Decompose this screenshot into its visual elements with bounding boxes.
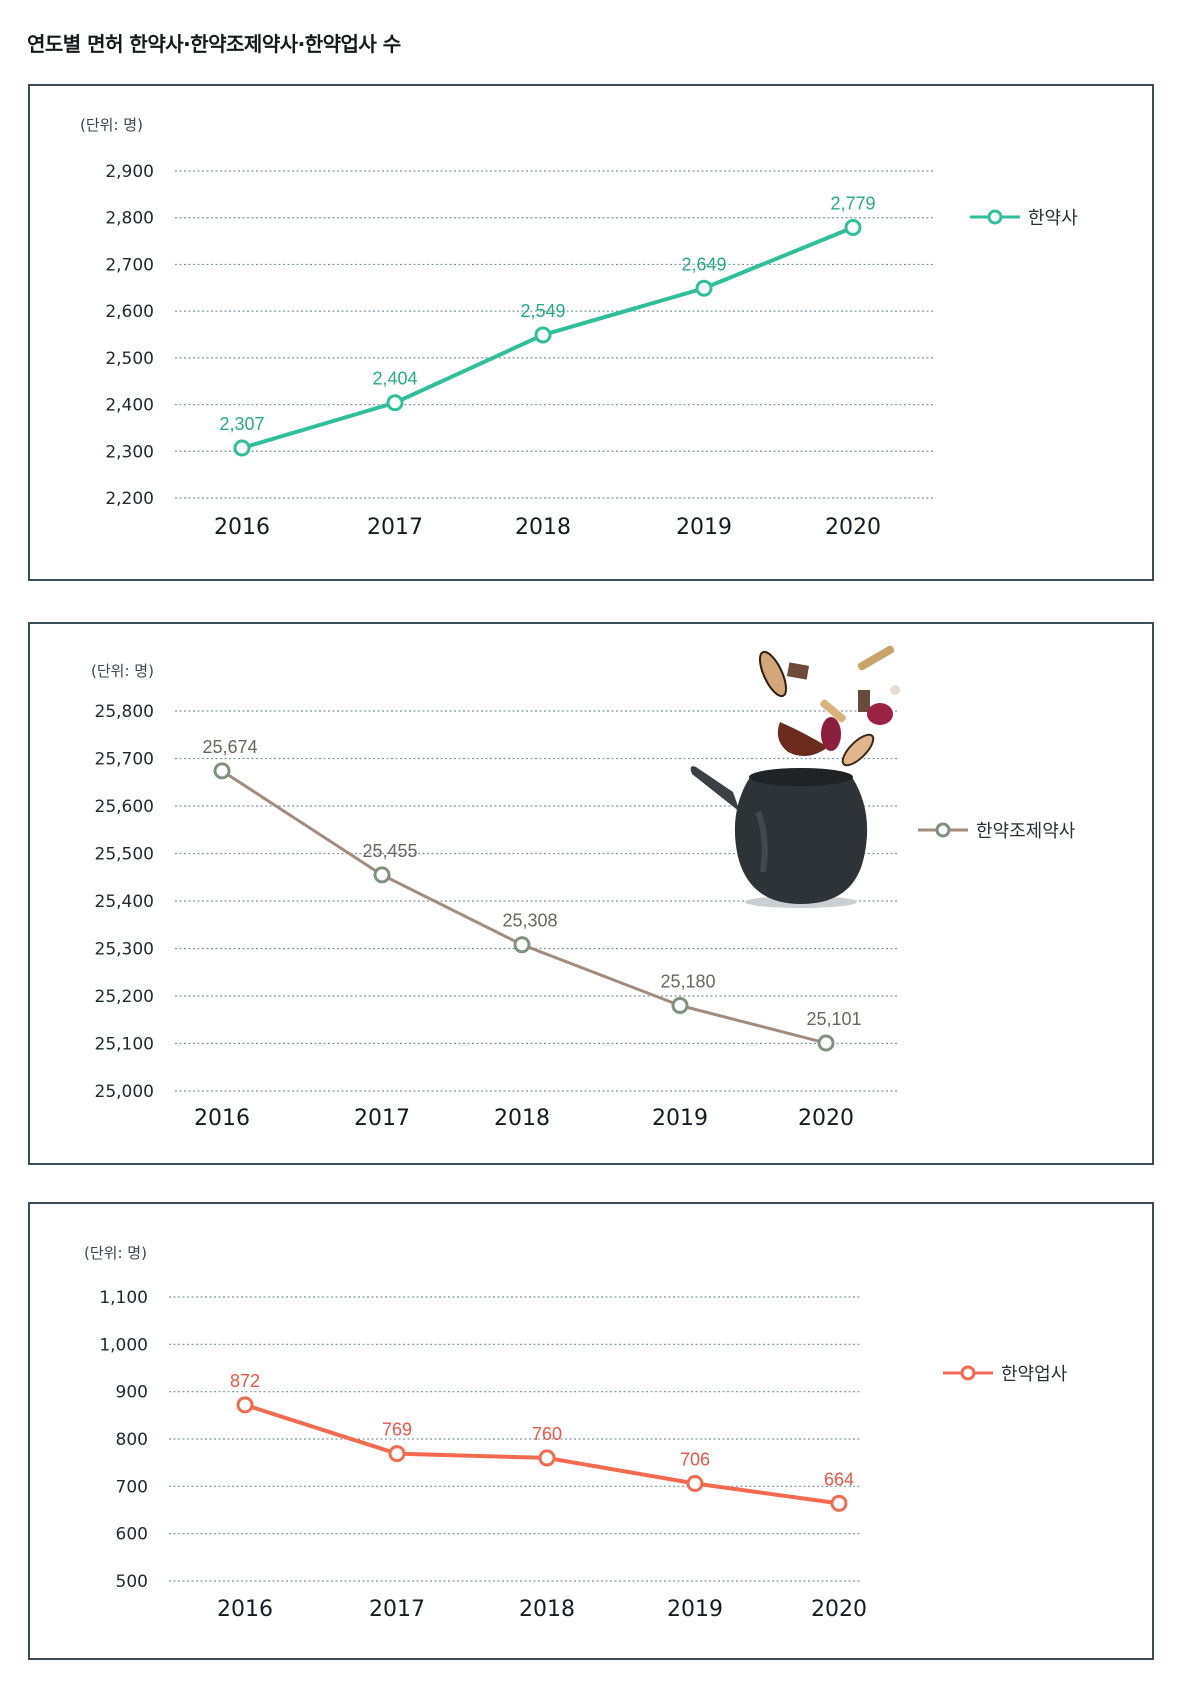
legend: 한약조제약사 <box>918 817 1075 843</box>
y-tick-label: 2,200 <box>105 489 154 509</box>
y-tick-label: 2,400 <box>105 396 154 416</box>
y-tick-label: 25,600 <box>95 797 154 817</box>
data-value-label: 706 <box>680 1449 710 1469</box>
data-point-marker <box>388 1445 406 1463</box>
data-value-label: 872 <box>230 1371 260 1391</box>
unit-label: (단위: 명) <box>84 1244 147 1262</box>
data-point-marker <box>534 326 552 344</box>
line-chart: 25,800 25,700 25,600 25,500 25,400 25,300 25,2… <box>95 645 900 1131</box>
chart-panel-herbal-dealer: (단위: 명) 1,100 1,000 900 800 700 600 500 872 2016… <box>28 1202 1154 1660</box>
data-value-label: 2,779 <box>830 194 875 214</box>
y-tick-label: 25,300 <box>95 940 154 960</box>
legend-line-marker-icon <box>943 1365 993 1381</box>
y-tick-label: 2,600 <box>105 302 154 322</box>
herbal-medicine-pot-icon <box>690 645 900 908</box>
x-tick-label: 2017 <box>367 515 423 540</box>
chart-panel-herbal-pharmacist: (단위: 명) 2,900 2,800 2,700 2,600 2,500 2,400 2,… <box>28 84 1154 581</box>
x-tick-label: 2018 <box>515 515 571 540</box>
data-value-label: 25,101 <box>806 1009 861 1029</box>
x-tick-label: 2019 <box>676 515 732 540</box>
data-point-marker <box>213 762 231 780</box>
data-point-marker <box>513 936 531 954</box>
data-point-marker <box>817 1034 835 1052</box>
line-chart: 1,100 1,000 900 800 700 600 500 872 2016 769 2017 7… <box>99 1288 867 1622</box>
y-tick-label: 2,700 <box>105 255 154 275</box>
x-tick-label: 2019 <box>667 1597 723 1622</box>
line-chart: 2,900 2,800 2,700 2,600 2,500 2,400 2,300 2,200… <box>105 162 935 540</box>
data-point-marker <box>844 219 862 237</box>
y-tick-label: 25,100 <box>95 1035 154 1055</box>
x-tick-label: 2016 <box>214 515 270 540</box>
legend-line-marker-icon <box>970 209 1020 225</box>
x-tick-label: 2018 <box>519 1597 575 1622</box>
x-tick-label: 2017 <box>369 1597 425 1622</box>
data-value-label: 2,307 <box>219 414 264 434</box>
legend: 한약사 <box>970 204 1078 230</box>
y-tick-label: 500 <box>116 1572 148 1592</box>
x-tick-label: 2018 <box>494 1106 550 1131</box>
x-tick-label: 2017 <box>354 1106 410 1131</box>
data-point-marker <box>830 1494 848 1512</box>
x-tick-label: 2020 <box>798 1106 854 1131</box>
y-tick-label: 25,000 <box>95 1082 154 1102</box>
data-point-marker <box>686 1474 704 1492</box>
x-tick-label: 2016 <box>194 1106 250 1131</box>
data-line <box>221 769 827 1045</box>
y-tick-label: 2,500 <box>105 349 154 369</box>
legend-line-marker-icon <box>918 822 968 838</box>
data-value-label: 769 <box>382 1420 412 1440</box>
y-tick-label: 25,500 <box>95 845 154 865</box>
data-value-label: 760 <box>532 1424 562 1444</box>
y-tick-label: 25,800 <box>95 702 154 722</box>
y-tick-label: 2,800 <box>105 209 154 229</box>
data-value-label: 25,180 <box>660 972 715 992</box>
y-tick-label: 2,900 <box>105 162 154 182</box>
legend: 한약업사 <box>943 1360 1067 1386</box>
y-tick-label: 25,200 <box>95 987 154 1007</box>
data-point-marker <box>236 1396 254 1414</box>
data-point-marker <box>671 997 689 1014</box>
x-tick-label: 2019 <box>652 1106 708 1131</box>
data-point-marker <box>373 866 391 884</box>
y-tick-label: 700 <box>116 1477 148 1497</box>
unit-label: (단위: 명) <box>80 116 143 134</box>
x-tick-label: 2016 <box>217 1597 273 1622</box>
data-point-marker <box>233 439 251 457</box>
data-value-label: 664 <box>824 1469 854 1489</box>
y-tick-label: 25,700 <box>95 750 154 770</box>
chart-panel-herbal-dispensing-pharmacist: (단위: 명) 25,800 25,700 25,600 25,500 25,400 25… <box>28 622 1154 1165</box>
y-tick-label: 2,300 <box>105 442 154 462</box>
y-tick-label: 1,100 <box>99 1288 148 1308</box>
data-point-marker <box>538 1449 556 1467</box>
data-value-label: 2,404 <box>372 369 417 389</box>
y-tick-label: 600 <box>116 1525 148 1545</box>
x-tick-label: 2020 <box>811 1597 867 1622</box>
unit-label: (단위: 명) <box>91 662 154 680</box>
data-value-label: 2,549 <box>520 301 565 321</box>
x-tick-label: 2020 <box>825 515 881 540</box>
y-tick-label: 25,400 <box>95 892 154 912</box>
data-point-marker <box>386 394 404 412</box>
legend-label: 한약조제약사 <box>976 821 1076 842</box>
legend-label: 한약사 <box>1028 208 1078 229</box>
y-tick-label: 800 <box>116 1430 148 1450</box>
data-value-label: 25,308 <box>502 911 557 931</box>
y-tick-label: 900 <box>116 1383 148 1403</box>
data-value-label: 25,674 <box>202 737 257 757</box>
legend-label: 한약업사 <box>1001 1364 1068 1385</box>
data-value-label: 2,649 <box>681 254 726 274</box>
data-point-marker <box>695 279 713 297</box>
data-value-label: 25,455 <box>362 841 417 861</box>
page-title: 연도별 면허 한약사·한약조제약사·한약업사 수 <box>27 32 401 56</box>
y-tick-label: 1,000 <box>99 1335 148 1355</box>
